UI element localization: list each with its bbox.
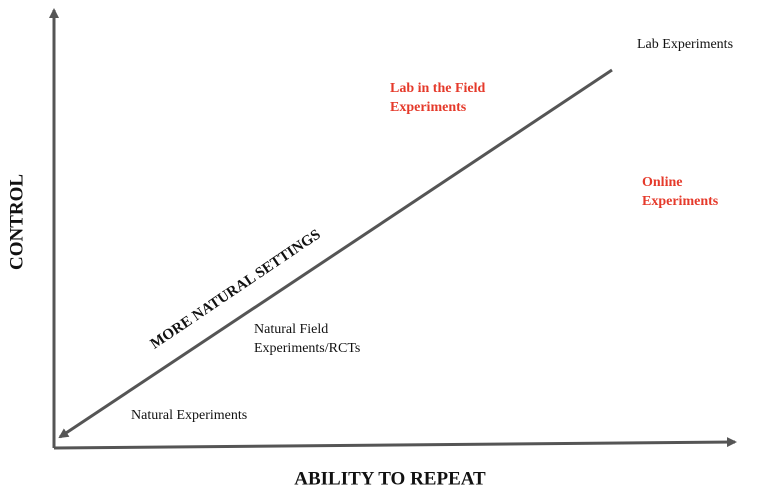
- item-label: Natural Experiments: [131, 408, 247, 423]
- diagonal-arrow: [58, 68, 613, 439]
- item-label: Experiments: [642, 194, 719, 209]
- item-label: Natural Field: [254, 322, 328, 337]
- item-label: Lab in the Field: [390, 81, 486, 96]
- item-label: Experiments/RCTs: [254, 341, 360, 356]
- x-axis: [53, 437, 737, 450]
- x-axis-label: ABILITY TO REPEAT: [294, 468, 486, 489]
- item-label: Online: [642, 175, 682, 190]
- item-label: Experiments: [390, 100, 467, 115]
- y-axis-label: CONTROL: [6, 174, 27, 270]
- item-label: Lab Experiments: [637, 37, 733, 52]
